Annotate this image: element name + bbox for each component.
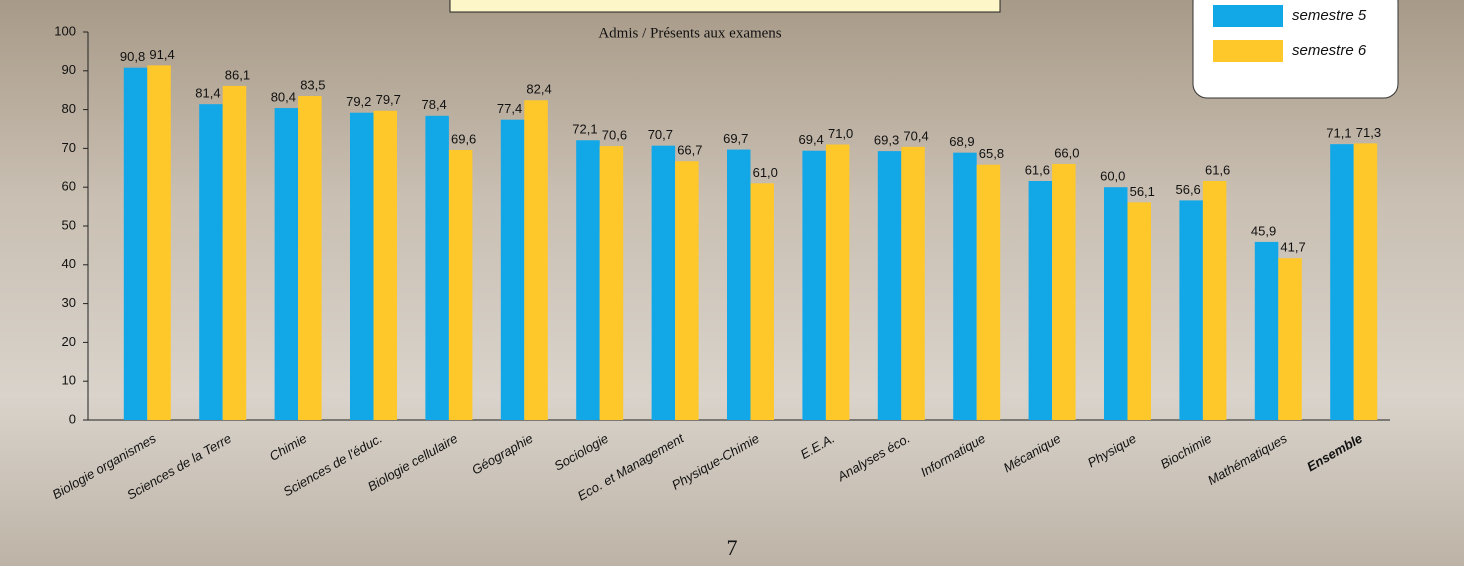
value-label: 79,7	[376, 92, 401, 107]
bar	[1202, 180, 1227, 420]
legend-swatch	[1213, 40, 1283, 62]
y-tick-label: 80	[62, 101, 76, 116]
value-label: 65,8	[979, 146, 1004, 161]
y-tick-label: 100	[54, 23, 76, 38]
value-label: 60,0	[1100, 169, 1125, 184]
value-label: 66,0	[1054, 145, 1079, 160]
bar	[425, 115, 449, 421]
title-box	[449, 0, 1001, 13]
bar	[222, 85, 247, 420]
bar	[147, 65, 171, 421]
bar	[675, 161, 699, 421]
bar	[953, 152, 977, 420]
value-label: 69,3	[874, 133, 899, 148]
value-label: 71,3	[1356, 125, 1381, 140]
bar	[901, 146, 925, 420]
y-tick-label: 90	[62, 62, 76, 77]
bar	[1353, 143, 1378, 420]
y-tick-label: 40	[62, 256, 76, 271]
value-label: 41,7	[1280, 240, 1305, 255]
y-tick-label: 0	[69, 411, 76, 426]
value-label: 71,0	[828, 126, 853, 141]
bar	[500, 119, 525, 421]
y-tick-label: 60	[62, 179, 76, 194]
bar	[825, 144, 850, 420]
y-tick-label: 10	[62, 373, 76, 388]
bar	[1254, 241, 1279, 420]
value-label: 91,4	[149, 47, 174, 62]
bar	[373, 110, 397, 420]
value-label: 69,7	[723, 131, 748, 146]
legend-swatch	[1213, 5, 1283, 27]
bar	[1330, 144, 1354, 420]
value-label: 69,6	[451, 131, 476, 146]
value-label: 61,6	[1025, 162, 1050, 177]
value-label: 86,1	[225, 67, 250, 82]
value-label: 68,9	[949, 134, 974, 149]
bar	[298, 96, 322, 421]
bar	[576, 140, 600, 420]
bar	[448, 149, 473, 420]
bar	[524, 100, 548, 421]
y-tick-label: 70	[62, 140, 76, 155]
bar	[123, 67, 148, 421]
y-tick-label: 30	[62, 295, 76, 310]
bar	[1127, 202, 1151, 420]
bar	[350, 112, 374, 420]
value-label: 81,4	[195, 86, 220, 101]
value-label: 70,7	[648, 127, 673, 142]
value-label: 77,4	[497, 101, 522, 116]
bar	[651, 145, 676, 420]
legend-label: semestre 6	[1292, 42, 1367, 59]
value-label: 56,1	[1130, 184, 1155, 199]
bar	[877, 151, 902, 420]
bar	[599, 146, 624, 420]
bar	[1052, 163, 1076, 421]
value-label: 61,0	[753, 165, 778, 180]
value-label: 82,4	[526, 82, 551, 97]
value-label: 70,4	[903, 128, 928, 143]
value-label: 61,6	[1205, 162, 1230, 177]
legend-label: semestre 5	[1292, 7, 1367, 24]
value-label: 83,5	[300, 77, 325, 92]
bar	[802, 150, 826, 420]
bar	[1028, 180, 1053, 420]
bar	[976, 164, 1001, 420]
value-label: 66,7	[677, 143, 702, 158]
value-label: 56,6	[1175, 182, 1200, 197]
value-label: 90,8	[120, 49, 145, 64]
bar	[727, 149, 751, 420]
bar	[1104, 187, 1128, 420]
bar	[274, 108, 299, 420]
value-label: 80,4	[271, 89, 296, 104]
value-label: 45,9	[1251, 223, 1276, 238]
value-label: 70,6	[602, 128, 627, 143]
bar	[1179, 200, 1203, 420]
y-tick-label: 50	[62, 217, 76, 232]
bar	[750, 183, 774, 420]
value-label: 78,4	[421, 97, 446, 112]
value-label: 79,2	[346, 94, 371, 109]
value-label: 72,1	[572, 122, 597, 137]
y-tick-label: 20	[62, 334, 76, 349]
bar	[1278, 258, 1302, 420]
value-label: 69,4	[798, 132, 823, 147]
value-label: 71,1	[1326, 126, 1351, 141]
chart-subtitle: Admis / Présents aux examens	[598, 25, 781, 41]
bar	[199, 104, 223, 420]
page-number: 7	[727, 535, 738, 560]
